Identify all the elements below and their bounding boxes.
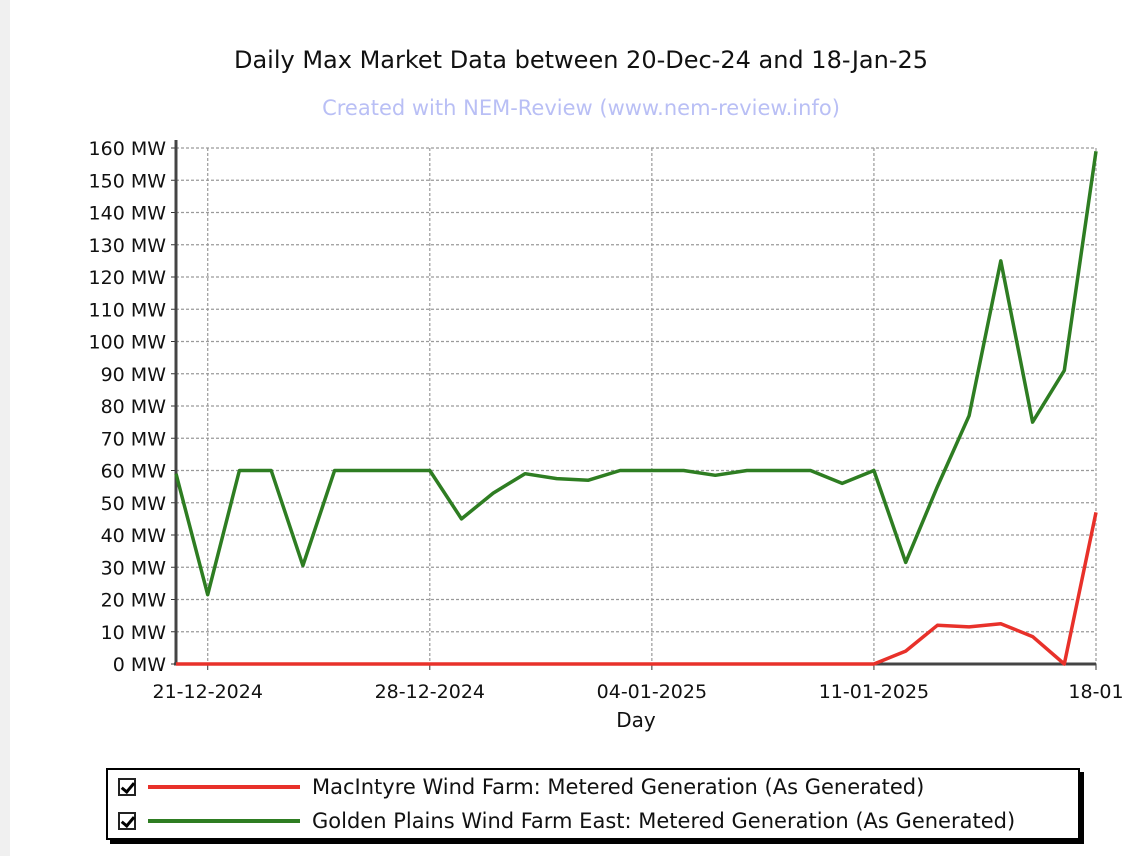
x-tick-label: 18-01 (1068, 681, 1123, 703)
x-tick-label: 04-01-2025 (597, 681, 707, 703)
y-tick-label: 130 MW (89, 235, 167, 257)
axes (174, 140, 1096, 666)
y-tick-label: 140 MW (89, 203, 167, 225)
legend-swatch-golden-plains (148, 819, 300, 823)
x-tick-label: 21-12-2024 (153, 681, 263, 703)
y-tick-label: 0 MW (113, 654, 167, 676)
legend-checkbox-golden-plains[interactable] (118, 812, 136, 830)
legend-swatch-macintyre (148, 785, 300, 789)
y-tick-label: 150 MW (89, 170, 167, 192)
y-tick-label: 40 MW (101, 525, 167, 547)
chart-window: Daily Max Market Data between 20-Dec-24 … (10, 0, 1132, 856)
x-tick-label: 28-12-2024 (375, 681, 485, 703)
x-axis-ticks: 21-12-2024 28-12-2024 04-01-2025 11-01-2025… (153, 664, 1124, 703)
legend-item-macintyre[interactable]: MacIntyre Wind Farm: Metered Generation … (118, 772, 924, 802)
chart-title: Daily Max Market Data between 20-Dec-24 … (233, 46, 929, 74)
legend-item-golden-plains[interactable]: Golden Plains Wind Farm East: Metered Ge… (118, 806, 1015, 836)
y-tick-label: 120 MW (89, 267, 167, 289)
y-tick-label: 20 MW (101, 590, 167, 612)
legend-label-golden-plains: Golden Plains Wind Farm East: Metered Ge… (312, 809, 1016, 833)
y-tick-label: 10 MW (101, 622, 167, 644)
series-line-macintyre (176, 512, 1098, 666)
y-tick-label: 80 MW (101, 396, 167, 418)
legend-label-macintyre: MacIntyre Wind Farm: Metered Generation … (312, 775, 925, 799)
y-tick-label: 100 MW (89, 332, 167, 354)
y-tick-label: 90 MW (101, 364, 167, 386)
y-tick-label: 60 MW (101, 461, 167, 483)
y-tick-label: 50 MW (101, 493, 167, 515)
y-tick-label: 160 MW (89, 138, 167, 160)
y-axis-ticks: 0 MW 10 MW 20 MW 30 MW 40 MW 50 MW 60 MW 70 MW 8… (89, 138, 176, 676)
series-lines (174, 150, 1098, 666)
y-tick-label: 110 MW (89, 299, 167, 321)
series-line-golden-plains (174, 150, 1098, 597)
legend: MacIntyre Wind Farm: Metered Generation … (106, 768, 1080, 840)
legend-checkbox-macintyre[interactable] (118, 778, 136, 796)
grid-lines (176, 147, 1097, 664)
y-tick-label: 70 MW (101, 428, 167, 450)
x-tick-label: 11-01-2025 (819, 681, 929, 703)
line-chart: 0 MW 10 MW 20 MW 30 MW 40 MW 50 MW 60 MW 70 MW 8… (89, 138, 1124, 732)
chart-subtitle: Created with NEM-Review (www.nem-review.… (322, 96, 840, 120)
x-axis-label: Day (616, 708, 656, 732)
y-tick-label: 30 MW (101, 557, 167, 579)
